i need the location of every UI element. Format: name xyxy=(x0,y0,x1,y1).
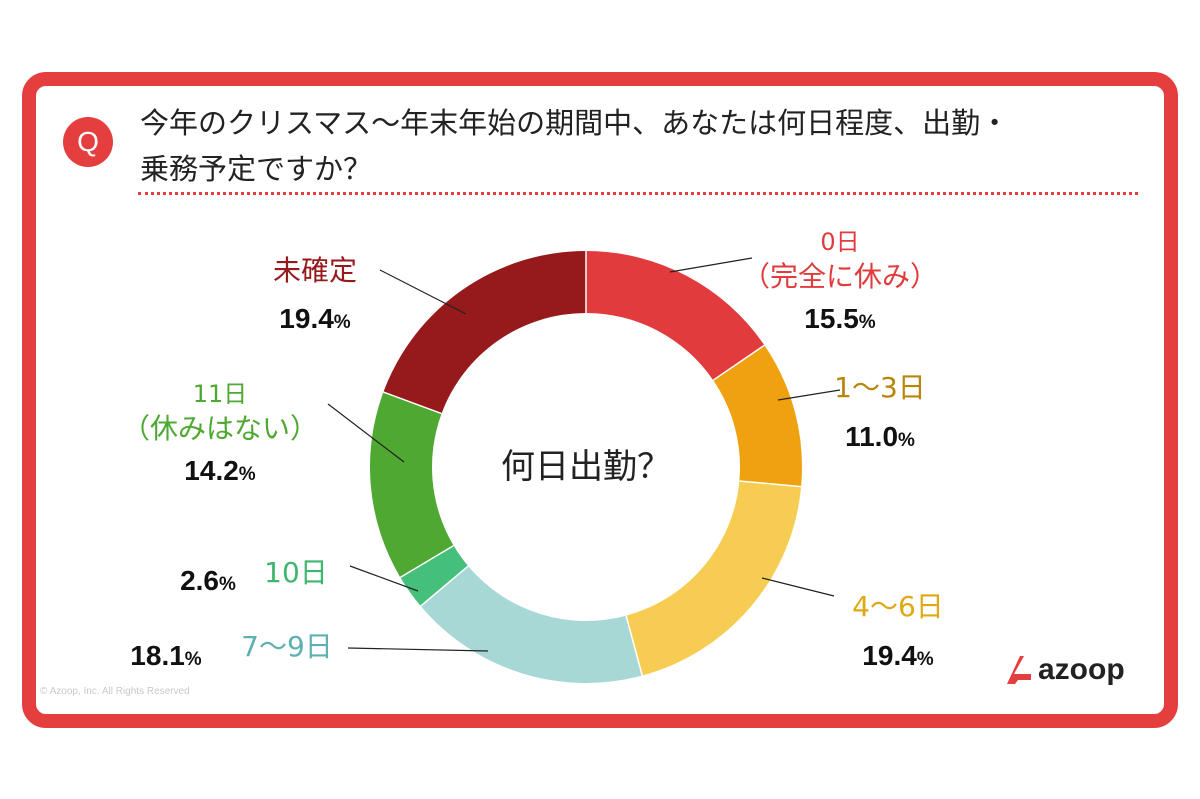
slice-value-5: 14.2% xyxy=(184,455,256,486)
donut-slice-6 xyxy=(383,251,586,414)
slice-separator xyxy=(383,391,442,415)
copyright-text: © Azoop, Inc. All Rights Reserved xyxy=(40,686,190,697)
slice-label-4-line-0: 10日 xyxy=(264,556,328,589)
leader-line-6 xyxy=(379,269,467,315)
slice-label-6-line-0: 未確定 xyxy=(273,254,357,287)
donut-slice-2 xyxy=(626,480,802,676)
leader-line-5 xyxy=(327,403,405,463)
question-badge-letter: Q xyxy=(77,126,99,157)
azoop-logo-icon xyxy=(1007,656,1031,684)
leader-line-3 xyxy=(347,647,489,652)
leader-line-2 xyxy=(761,577,835,597)
leader-line-1 xyxy=(777,389,841,401)
slice-separator xyxy=(420,565,469,607)
slice-label-0-line-0: 0日 xyxy=(820,228,859,256)
slice-value-3: 18.1% xyxy=(130,640,202,671)
slice-value-0: 15.5% xyxy=(804,303,876,334)
slice-label-2-line-0: 4〜6日 xyxy=(852,590,944,623)
slice-separator xyxy=(739,480,802,488)
slice-label-5-line-1: （休みはない） xyxy=(122,412,318,445)
slice-separator xyxy=(625,615,643,676)
donut-slice-1 xyxy=(713,345,802,487)
question-badge: Q xyxy=(63,117,113,167)
donut-slice-0 xyxy=(586,251,765,381)
donut-slice-5 xyxy=(370,392,454,578)
card-frame xyxy=(22,72,1178,728)
slice-value-6: 19.4% xyxy=(279,303,351,334)
slice-value-4: 2.6% xyxy=(180,565,236,596)
question-text: 今年のクリスマス〜年末年始の期間中、あなたは何日程度、出勤・ 乗務予定ですか？ xyxy=(140,100,1150,192)
question-line-2: 乗務予定ですか？ xyxy=(140,152,373,186)
slice-value-1: 11.0% xyxy=(845,421,915,452)
slice-separator xyxy=(399,545,454,578)
slice-label-5-line-0: 11日 xyxy=(193,380,248,408)
question-line-1: 今年のクリスマス〜年末年始の期間中、あなたは何日程度、出勤・ xyxy=(140,106,1010,140)
slice-label-1-line-0: 1〜3日 xyxy=(834,371,926,404)
slice-label-3-line-0: 7〜9日 xyxy=(241,630,333,663)
brand-name: azoop xyxy=(1038,653,1125,686)
leader-line-0 xyxy=(669,257,753,273)
slice-value-2: 19.4% xyxy=(862,640,934,671)
slice-label-0-line-1: （完全に休み） xyxy=(742,260,938,293)
leader-line-4 xyxy=(349,565,419,592)
slice-separator xyxy=(712,344,765,381)
dotted-divider xyxy=(138,192,1138,195)
donut-slice-3 xyxy=(420,566,643,683)
brand-logo: azoop xyxy=(1004,650,1125,690)
center-label: 何日出勤？ xyxy=(501,447,671,487)
